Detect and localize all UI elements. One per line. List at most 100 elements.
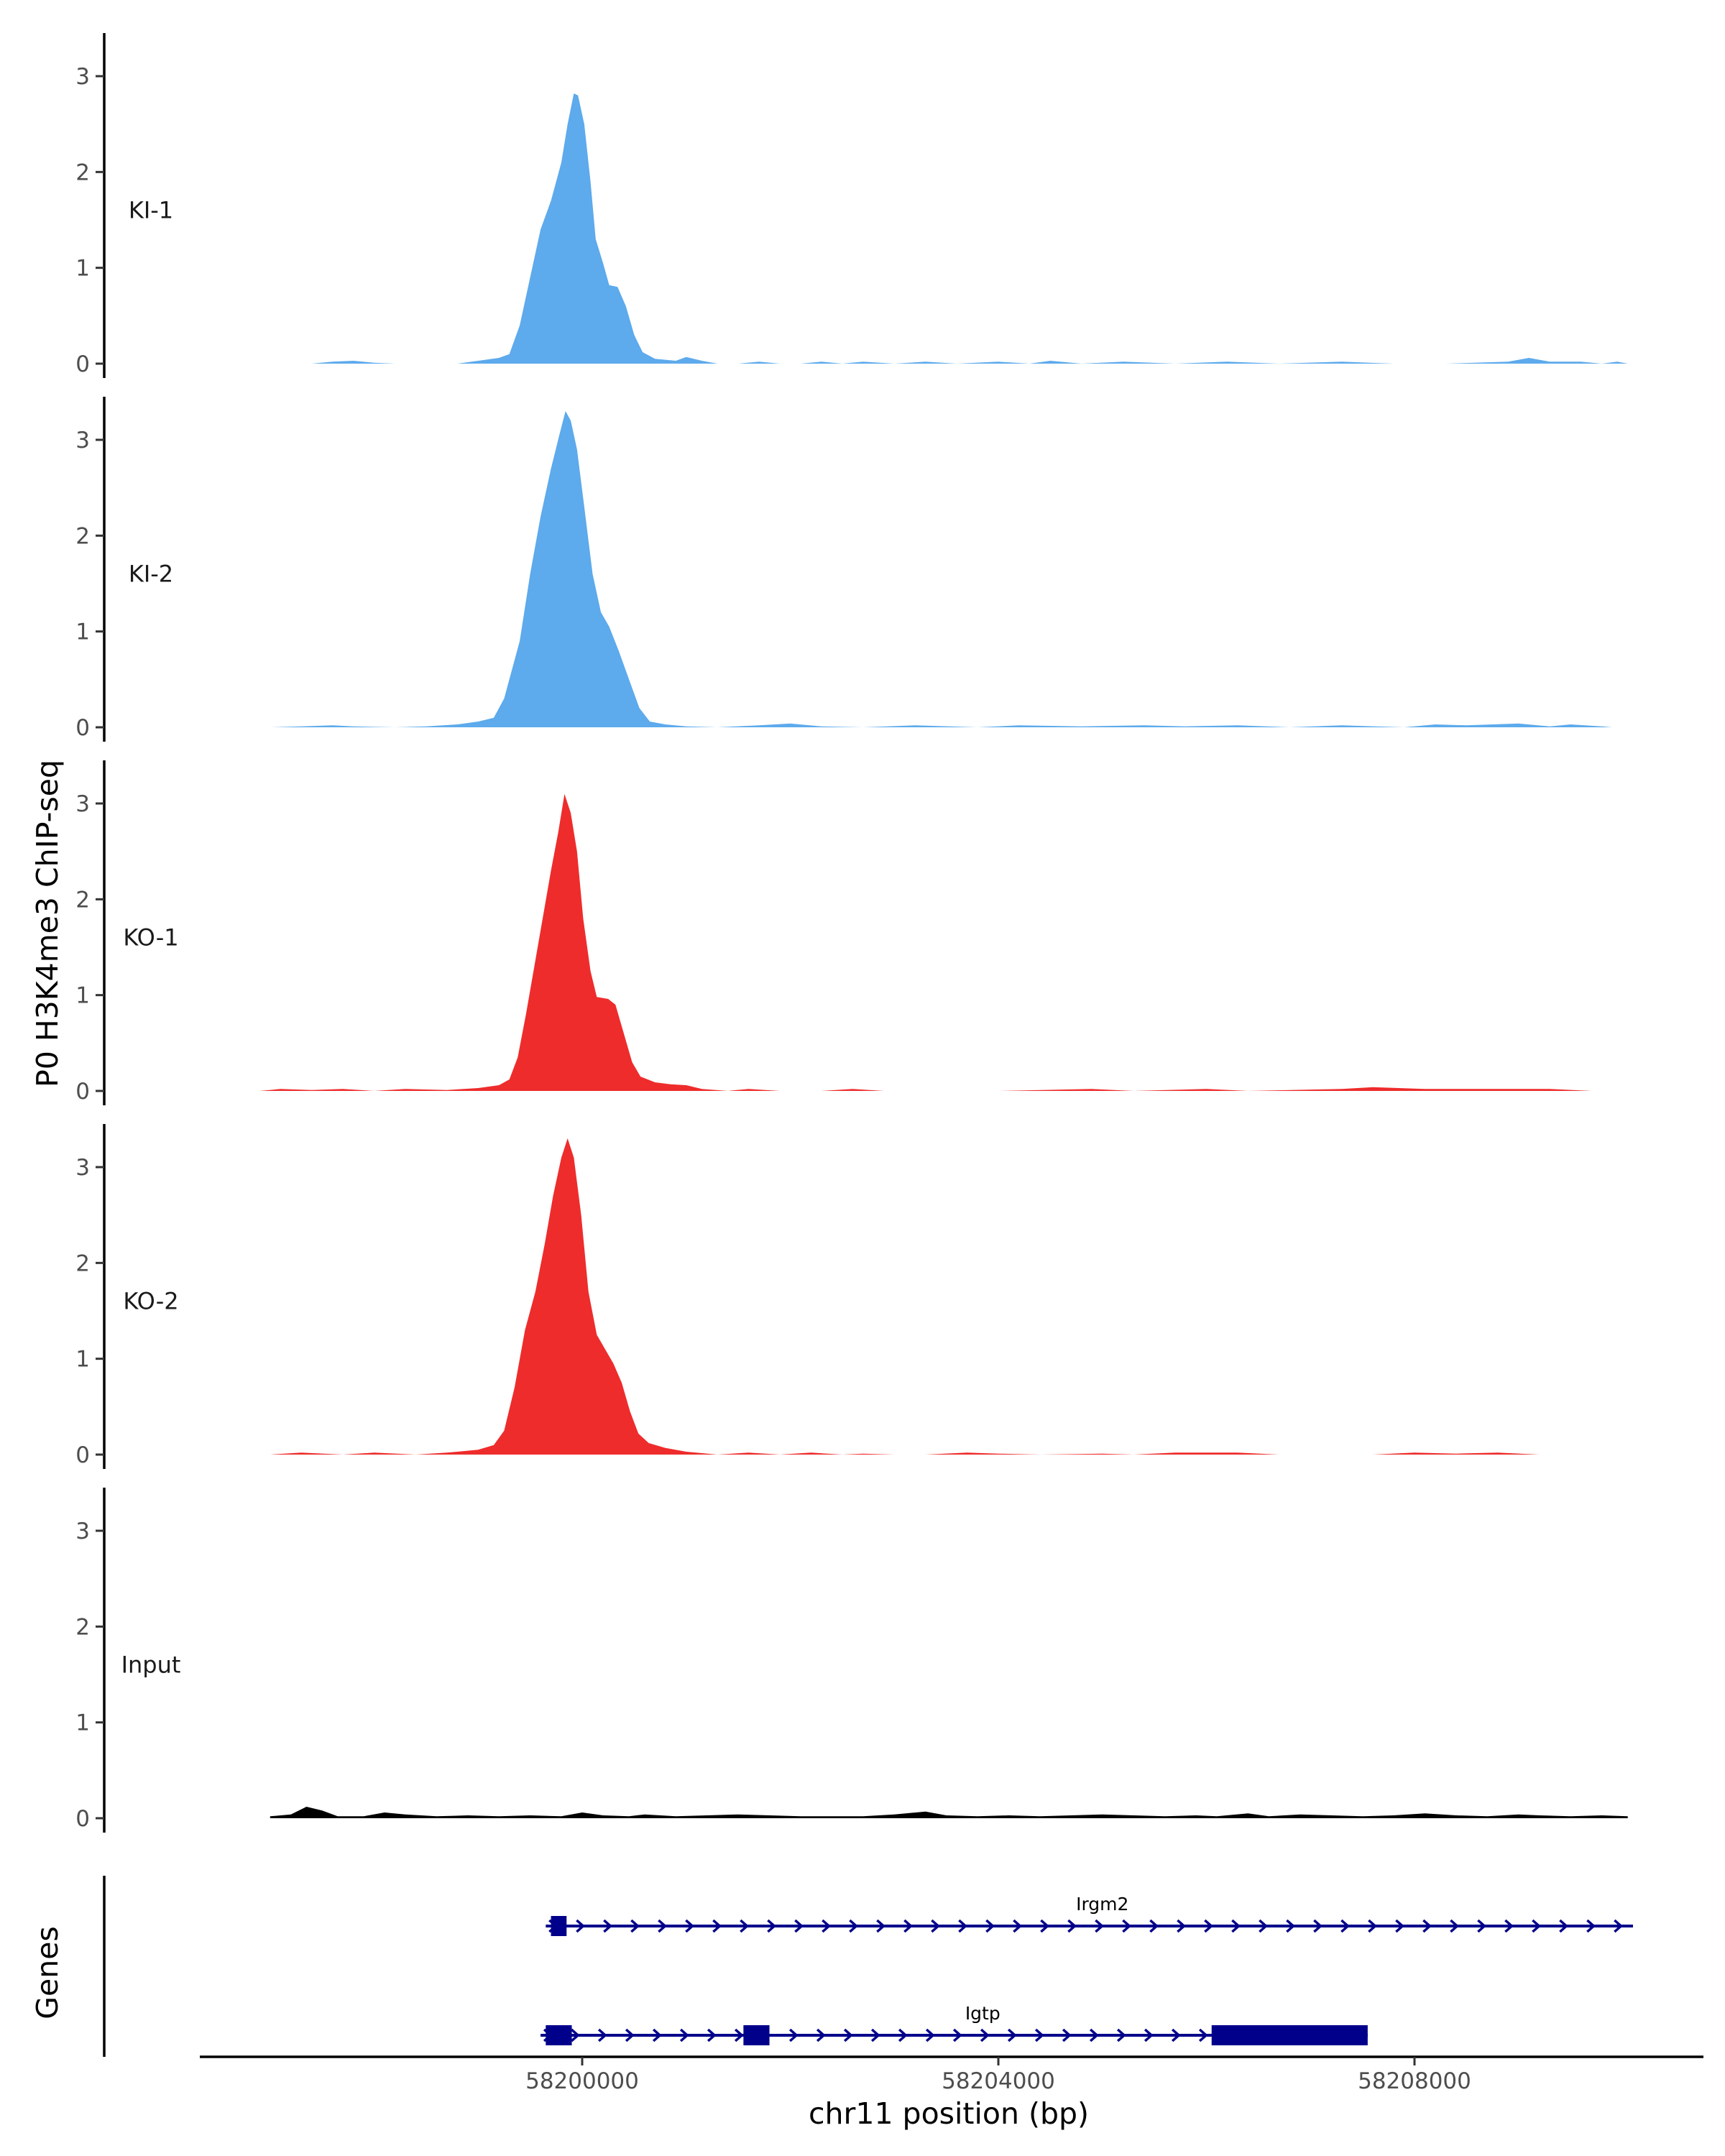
track-label: KO-1	[123, 924, 178, 952]
x-tick-label: 58200000	[525, 2068, 639, 2094]
y-tick-label: 0	[75, 351, 90, 377]
strand-arrow	[985, 1919, 995, 1933]
strand-arrow	[794, 1919, 804, 1933]
strand-arrow	[1144, 2028, 1154, 2042]
y-tick-label: 1	[75, 1710, 90, 1736]
strand-arrow	[1395, 1919, 1404, 1933]
strand-arrow	[788, 2028, 799, 2042]
y-tick-label: 3	[75, 791, 90, 817]
strand-arrow	[1067, 1919, 1077, 1933]
y-tick-label: 3	[75, 1155, 90, 1181]
gene-label: Igtp	[965, 2003, 1000, 2024]
y-tick-label: 2	[75, 1614, 90, 1640]
strand-arrow	[1614, 1919, 1623, 1933]
strand-arrow	[980, 2028, 990, 2042]
y-tick-label: 3	[75, 1519, 90, 1544]
strand-arrow	[707, 2028, 717, 2042]
y-tick-label: 2	[75, 523, 90, 549]
y-axis-title: P0 H3K4me3 ChIP-seq	[30, 760, 65, 1087]
strand-arrow	[625, 2028, 635, 2042]
y-tick-label: 2	[75, 887, 90, 913]
y-tick-label: 3	[75, 64, 90, 90]
strand-arrow	[712, 1919, 722, 1933]
strand-arrow	[870, 2028, 880, 2042]
strand-arrow	[1089, 2028, 1099, 2042]
track-label: KI-1	[129, 197, 173, 224]
track-label: KO-2	[123, 1288, 178, 1315]
strand-arrow	[570, 2028, 580, 2042]
strand-arrow	[1116, 2028, 1126, 2042]
strand-arrow	[816, 2028, 826, 2042]
strand-arrow	[931, 1919, 940, 1933]
track-label: KI-2	[129, 561, 173, 588]
strand-arrow	[1313, 1919, 1322, 1933]
strand-arrow	[1368, 1919, 1377, 1933]
x-axis-title: chr11 position (bp)	[809, 2096, 1089, 2131]
strand-arrow	[597, 2028, 607, 2042]
strand-arrow	[1340, 1919, 1350, 1933]
signal-area-input	[270, 1807, 1628, 1818]
signal-area-ki-2	[270, 411, 1612, 727]
strand-arrow	[952, 2028, 962, 2042]
x-tick-label: 58208000	[1358, 2068, 1471, 2094]
strand-arrow	[767, 1919, 776, 1933]
strand-arrow	[1477, 1919, 1486, 1933]
strand-arrow	[603, 1919, 612, 1933]
exon-block	[743, 2025, 770, 2045]
strand-arrow	[1034, 2028, 1044, 2042]
y-tick-label: 1	[75, 619, 90, 645]
signal-area-ko-1	[259, 793, 1628, 1091]
gene-label: Irgm2	[1076, 1894, 1128, 1915]
exon-block	[546, 2025, 572, 2045]
strand-arrow	[1171, 2028, 1181, 2042]
y-tick-label: 0	[75, 1442, 90, 1468]
strand-arrow	[1095, 1919, 1104, 1933]
strand-arrow	[1559, 1919, 1568, 1933]
signal-area-ki-1	[311, 93, 1628, 364]
strand-arrow	[1062, 2028, 1072, 2042]
strand-arrow	[1204, 1919, 1213, 1933]
strand-arrow	[849, 1919, 858, 1933]
strand-arrow	[685, 1919, 694, 1933]
genes-axis-title: Genes	[30, 1926, 65, 2019]
strand-arrow	[843, 2028, 853, 2042]
x-axis: 58200000 58204000 58208000	[200, 2055, 1703, 2094]
strand-arrow	[740, 1919, 749, 1933]
signal-area-ko-2	[270, 1138, 1540, 1455]
strand-arrow	[1007, 2028, 1017, 2042]
strand-arrow	[876, 1919, 886, 1933]
strand-arrow	[925, 2028, 935, 2042]
track-ki-2: 0 1 2 3 KI-2	[75, 397, 1612, 742]
signal-tracks: 0 1 2 3 KI-1 0 1 2 3 KI-2 0 1 2 3 KO-1 0 1 2 3 KO-2 0 1 2 3 Inpu…	[75, 33, 1628, 1833]
y-tick-label: 2	[75, 1250, 90, 1276]
strand-arrow	[1013, 1919, 1022, 1933]
strand-arrow	[1259, 1919, 1268, 1933]
strand-arrow	[958, 1919, 967, 1933]
gene-irgm2: Irgm2	[546, 1894, 1633, 1936]
track-label: Input	[121, 1651, 181, 1679]
strand-arrow	[679, 2028, 689, 2042]
strand-arrow	[822, 1919, 831, 1933]
strand-arrow	[1450, 1919, 1459, 1933]
track-ko-2: 0 1 2 3 KO-2	[75, 1124, 1540, 1469]
strand-arrow	[1040, 1919, 1049, 1933]
strand-arrow	[1586, 1919, 1596, 1933]
strand-arrow	[630, 1919, 640, 1933]
track-ko-1: 0 1 2 3 KO-1	[75, 760, 1628, 1105]
y-tick-label: 0	[75, 1079, 90, 1105]
y-tick-label: 0	[75, 715, 90, 741]
y-tick-label: 2	[75, 160, 90, 185]
exon-block	[551, 1916, 567, 1936]
strand-arrow	[652, 2028, 662, 2042]
strand-arrow	[658, 1919, 667, 1933]
exon-block	[1211, 2025, 1368, 2045]
y-tick-label: 1	[75, 1347, 90, 1373]
x-tick-label: 58204000	[942, 2068, 1055, 2094]
track-ki-1: 0 1 2 3 KI-1	[75, 33, 1628, 378]
strand-arrow	[1177, 1919, 1186, 1933]
track-input: 0 1 2 3 Input	[75, 1488, 1628, 1833]
strand-arrow	[1198, 2028, 1208, 2042]
gene-track: Irgm2 Igtp	[103, 1876, 1633, 2057]
y-tick-label: 1	[75, 983, 90, 1009]
